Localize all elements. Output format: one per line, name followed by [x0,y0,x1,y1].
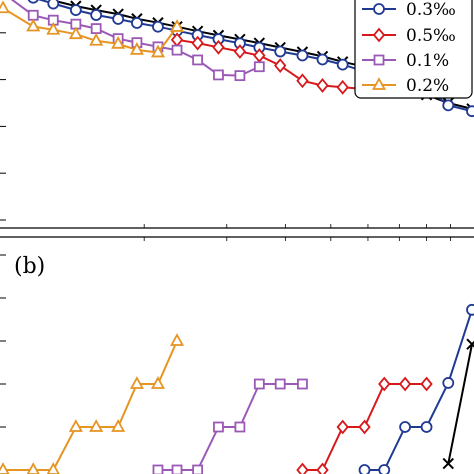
bottom-marker-red-0 [296,462,309,474]
top-marker-orange-5 [111,35,126,49]
top-marker-purple-10 [213,69,224,81]
top-marker-orange-8 [170,19,185,32]
top-marker-orange-7 [150,44,165,58]
bottom-marker-red-4 [378,376,391,392]
legend-label-orange: 0.2% [406,76,449,96]
top-marker-blue-15 [316,53,329,66]
top-marker-purple-9 [192,54,204,66]
legend-marker-blue [373,3,385,15]
panel-bottom: (b) [0,236,474,474]
top-marker-purple-12 [253,61,265,73]
bottom-marker-purple-0 [152,464,164,474]
bottom-marker-red-1 [316,462,329,474]
bottom-marker-purple-7 [297,378,308,390]
top-marker-blue-5 [112,13,125,25]
legend-marker-purple [373,54,385,66]
bottom-marker-red-3 [358,419,371,435]
bottom-marker-orange-6 [129,376,144,389]
bottom-marker-blue-3 [420,421,433,433]
top-marker-blue-22 [466,105,474,118]
top-marker-purple-11 [234,70,246,82]
bottom-marker-blue-5 [466,303,474,316]
top-marker-orange-2 [46,21,61,35]
bottom-marker-orange-2 [46,462,60,474]
legend-marker-orange [371,77,387,90]
bottom-marker-blue-4 [442,377,455,389]
top-marker-red-6 [296,73,309,89]
bottom-marker-red-2 [336,419,349,435]
top-marker-blue-14 [296,49,309,62]
legend-box [354,0,473,99]
panel-label-b: (b) [14,254,45,279]
top-marker-red-3 [233,44,247,59]
bottom-marker-red-6 [420,376,433,392]
top-marker-red-8 [336,79,349,95]
legend: 0.3‰ 0.5‰ 0.1% 0.2% [354,0,473,99]
bottom-marker-blue-2 [399,421,411,433]
top-marker-purple-8 [171,44,183,56]
bottom-marker-purple-4 [234,421,246,433]
top-marker-orange-3 [68,26,83,40]
legend-label-red: 0.5‰ [406,26,456,46]
top-marker-blue-6 [131,17,143,29]
bottom-marker-orange-4 [89,419,104,432]
bottom-marker-purple-1 [171,464,183,474]
top-marker-blue-13 [274,45,287,58]
top-marker-red-1 [191,35,204,51]
bottom-marker-orange-0 [0,462,10,474]
bottom-marker-black-0 [442,457,454,470]
top-marker-orange-4 [89,32,104,46]
bottom-marker-orange-7 [150,376,165,389]
bottom-marker-red-5 [398,376,412,392]
top-marker-orange-6 [129,42,144,55]
bottom-marker-blue-1 [378,464,391,474]
top-marker-orange-1 [26,18,41,32]
bottom-marker-blue-0 [358,464,371,474]
bottom-marker-purple-5 [253,378,265,390]
bottom-marker-orange-8 [170,333,185,346]
legend-label-blue: 0.3‰ [406,0,456,20]
top-marker-red-7 [316,78,329,93]
top-marker-orange-0 [0,0,11,14]
top-marker-blue-4 [90,9,103,21]
bottom-marker-black-1 [466,338,474,350]
top-marker-purple-4 [90,23,102,34]
bottom-marker-orange-3 [68,419,83,432]
top-marker-red-5 [274,58,287,73]
panel-top-ticks [0,32,451,228]
panel-top: 0.3‰ 0.5‰ 0.1% 0.2% [0,0,474,229]
legend-label-purple: 0.1% [406,51,449,71]
top-marker-blue-2 [47,0,60,10]
top-marker-blue-1 [27,0,39,4]
bottom-marker-orange-1 [26,462,40,474]
bottom-marker-purple-6 [274,378,286,390]
top-marker-blue-7 [152,20,164,33]
bottom-marker-purple-3 [213,421,224,433]
top-marker-blue-16 [336,58,349,71]
top-marker-purple-1 [27,9,39,21]
top-marker-blue-21 [442,99,455,112]
top-marker-blue-3 [69,4,82,17]
bottom-series-line-black [447,344,473,464]
legend-entries: 0.3‰ 0.5‰ 0.1% 0.2% [362,0,456,96]
panel-bottom-series [0,303,474,474]
bottom-marker-purple-2 [192,464,204,474]
legend-marker-red [372,27,386,43]
top-marker-red-2 [212,39,225,55]
bottom-marker-orange-5 [111,419,126,432]
